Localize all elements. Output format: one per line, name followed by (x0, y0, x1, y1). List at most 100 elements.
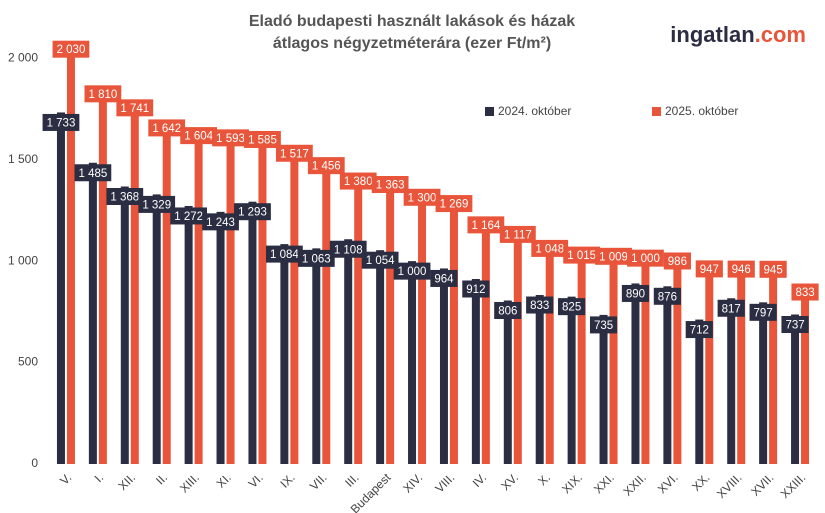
value-label-bg (202, 213, 239, 231)
value-label: 797 (754, 307, 773, 319)
value-label-bg (393, 262, 431, 280)
legend-swatch (485, 107, 494, 116)
value-label: 833 (530, 300, 549, 312)
legend-label: 2024. október (498, 104, 571, 118)
value-label: 1 517 (280, 148, 309, 160)
bar (386, 187, 395, 464)
value-label-bg (371, 176, 409, 194)
value-label-bg (170, 207, 208, 225)
bar (344, 239, 353, 464)
value-label-bg (499, 225, 536, 243)
bar (376, 250, 385, 464)
bar (258, 142, 267, 464)
bar (577, 258, 586, 464)
bar (705, 271, 714, 464)
value-label: 825 (562, 302, 581, 314)
y-tick-label: 0 (31, 456, 38, 470)
value-label: 1 000 (631, 253, 660, 265)
value-label: 945 (764, 264, 783, 276)
value-label: 890 (626, 288, 645, 300)
value-label-bg (589, 316, 618, 334)
value-label-bg (275, 144, 313, 162)
value-label-bg (148, 119, 186, 137)
value-label-bg (42, 113, 80, 131)
bar (88, 162, 97, 464)
value-label: 1 063 (302, 253, 331, 265)
bar (801, 295, 810, 464)
value-label-bg (595, 247, 632, 265)
x-tick-label: XVII. (748, 470, 776, 498)
value-label: 1 604 (184, 131, 213, 143)
value-label-bg (74, 164, 112, 182)
value-label: 1 741 (120, 103, 149, 115)
bar (609, 259, 618, 464)
value-label-bg (297, 249, 335, 267)
value-label: 1 048 (535, 243, 564, 255)
x-tick-label: V. (57, 470, 74, 487)
value-label-bg (759, 260, 787, 278)
value-label: 1 810 (88, 89, 117, 101)
bar (120, 186, 129, 464)
value-label: 1 243 (206, 217, 235, 229)
bar (66, 52, 75, 464)
bar (513, 237, 522, 464)
value-label-bg (234, 203, 271, 221)
x-tick-label: XVIII. (714, 470, 745, 501)
value-label: 1 300 (408, 192, 437, 204)
bar (439, 268, 448, 464)
y-tick-label: 500 (18, 355, 38, 369)
x-tick-label: VI. (246, 470, 266, 490)
x-tick-label: XIV. (400, 470, 425, 495)
bar (695, 319, 704, 464)
bar (737, 272, 746, 464)
bar (98, 96, 107, 464)
x-tick-label: XIII. (177, 470, 202, 495)
value-label-bg (106, 187, 144, 205)
value-label: 964 (434, 273, 454, 285)
value-label: 1 733 (47, 117, 76, 129)
value-label: 876 (658, 291, 677, 303)
value-label: 1 593 (216, 133, 245, 145)
x-tick-label: XI. (214, 470, 234, 490)
value-label: 737 (785, 320, 804, 332)
value-label: 1 329 (142, 199, 171, 211)
x-tick-label: VIII. (432, 470, 457, 495)
y-tick-label: 2 000 (8, 50, 38, 64)
value-label-bg (467, 216, 505, 234)
value-label-bg (180, 127, 218, 145)
bar (248, 201, 257, 464)
value-label: 1 108 (334, 244, 363, 256)
bar (184, 205, 193, 465)
value-label-bg (462, 280, 490, 298)
value-label-bg (685, 321, 713, 339)
chart-title: Eladó budapesti használt lakások és háza… (249, 13, 575, 30)
value-label: 817 (722, 303, 741, 315)
y-tick-label: 1 000 (8, 253, 38, 267)
x-tick-label: I. (92, 470, 107, 485)
value-label: 1 485 (78, 168, 107, 180)
bar (599, 314, 608, 464)
bar (769, 272, 778, 464)
value-label: 1 000 (398, 266, 427, 278)
bar (322, 168, 331, 464)
bar (280, 244, 289, 464)
bar (408, 261, 417, 464)
value-label-bg (84, 85, 122, 103)
x-tick-label: XXII. (621, 470, 649, 498)
bar (194, 138, 203, 465)
value-label: 1 363 (376, 180, 405, 192)
value-label: 1 368 (110, 192, 139, 204)
bar (312, 248, 321, 464)
legend-swatch (652, 107, 661, 116)
value-label-bg (403, 188, 441, 206)
value-label: 1 380 (344, 176, 373, 188)
bar (226, 140, 235, 464)
bar (545, 251, 554, 464)
value-label: 1 009 (599, 251, 628, 263)
value-label-bg (138, 195, 176, 213)
bar (290, 156, 299, 464)
value-label-bg (361, 251, 399, 269)
value-label: 1 272 (174, 211, 203, 223)
logo: ingatlan.com (670, 22, 806, 47)
